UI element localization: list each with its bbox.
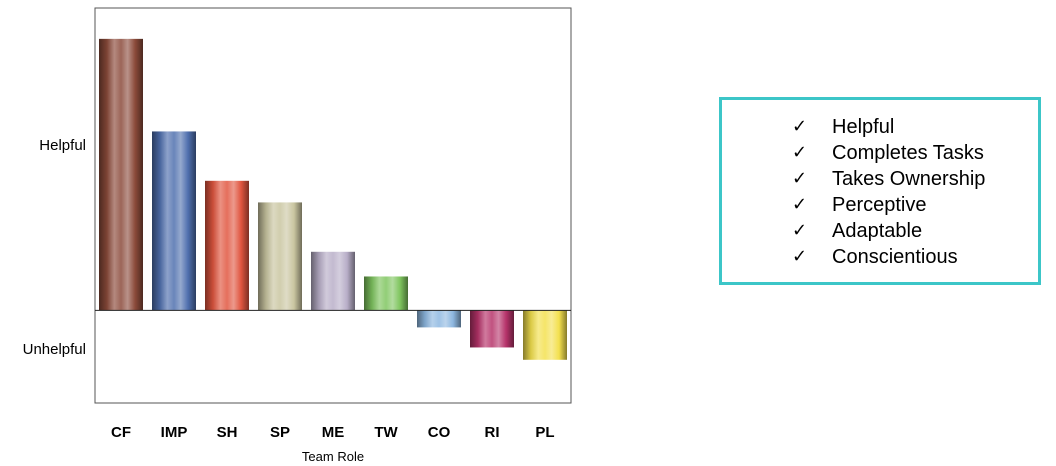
checkmark-icon: ✓	[792, 194, 808, 215]
bar-sp	[258, 202, 302, 311]
list-item: ✓ Completes Tasks	[722, 140, 1038, 166]
x-tick-label-me: ME	[322, 424, 345, 441]
checkmark-icon: ✓	[792, 168, 808, 189]
y-tick-label-helpful: Helpful	[39, 136, 86, 154]
bar-tw	[364, 276, 408, 311]
x-tick-label-ri: RI	[485, 424, 500, 441]
bar-pl	[523, 310, 567, 360]
x-tick-label-sp: SP	[270, 424, 290, 441]
x-tick-label-imp: IMP	[161, 424, 188, 441]
bar-co	[417, 310, 461, 328]
bar-cf	[99, 38, 143, 311]
trait-label: Takes Ownership	[832, 168, 986, 190]
list-item: ✓ Helpful	[722, 114, 1038, 140]
checkmark-icon: ✓	[792, 246, 808, 267]
bar-chart: CF IMP SH SP ME TW CO RI PL Helpful Unhelpful Te…	[22, 7, 572, 464]
checkmark-icon: ✓	[792, 116, 808, 137]
x-tick-label-tw: TW	[374, 424, 398, 441]
trait-label: Adaptable	[832, 220, 923, 242]
checkmark-icon: ✓	[792, 220, 808, 241]
list-item: ✓ Takes Ownership	[722, 166, 1038, 192]
list-item: ✓ Perceptive	[722, 192, 1038, 218]
traits-panel: ✓ Helpful ✓ Completes Tasks ✓ Takes Ownersh…	[719, 97, 1041, 285]
trait-label: Helpful	[832, 116, 895, 138]
x-axis-title: Team Role	[301, 449, 365, 464]
list-item: ✓ Conscientious	[722, 244, 1038, 270]
list-item: ✓ Adaptable	[722, 218, 1038, 244]
x-tick-label-co: CO	[428, 424, 451, 441]
bar-me	[311, 251, 355, 311]
x-tick-label-pl: PL	[535, 424, 554, 441]
chart-svg: CF IMP SH SP ME TW CO RI PL	[94, 7, 572, 441]
x-tick-label-sh: SH	[217, 424, 238, 441]
trait-label: Perceptive	[832, 194, 927, 216]
bar-ri	[470, 310, 514, 348]
bar-sh	[205, 180, 249, 311]
checkmark-icon: ✓	[792, 142, 808, 163]
y-tick-label-unhelpful: Unhelpful	[22, 340, 86, 358]
trait-label: Conscientious	[832, 246, 958, 268]
trait-label: Completes Tasks	[832, 142, 984, 164]
x-tick-label-cf: CF	[111, 424, 131, 441]
traits-list: ✓ Helpful ✓ Completes Tasks ✓ Takes Ownersh…	[722, 114, 1038, 270]
bar-imp	[152, 131, 196, 311]
